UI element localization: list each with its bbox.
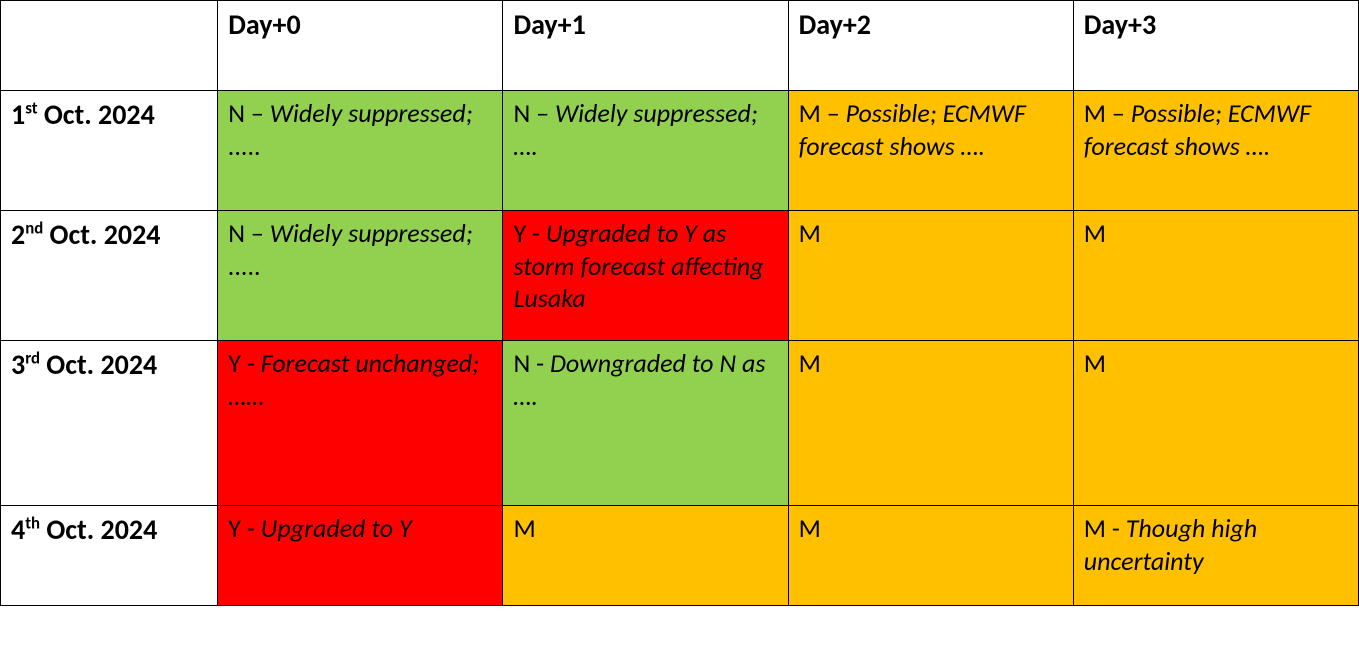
forecast-cell: M - Though high uncertainty [1073,506,1358,606]
cell-lead: M [1084,347,1106,379]
header-day0: Day+0 [218,1,503,91]
forecast-cell: M [1073,341,1358,506]
forecast-cell: Y - Forecast unchanged; …… [218,341,503,506]
header-day2: Day+2 [788,1,1073,91]
header-blank [1,1,218,91]
forecast-cell: M [788,211,1073,341]
cell-lead: Y - [228,512,260,544]
header-day1: Day+1 [503,1,788,91]
forecast-cell: N – Widely suppressed; ..... [218,211,503,341]
row-date-label: 1st Oct. 2024 [1,91,218,211]
row-date-label: 2nd Oct. 2024 [1,211,218,341]
table-row: 1st Oct. 2024N – Widely suppressed; ....… [1,91,1359,211]
cell-lead: M [513,512,535,544]
cell-lead: N - [513,347,550,379]
cell-lead: Y - [228,347,260,379]
cell-desc: Upgraded to Y as storm forecast affectin… [513,217,763,314]
table-body: 1st Oct. 2024N – Widely suppressed; ....… [1,91,1359,606]
cell-lead: M – [799,97,846,129]
cell-desc: Upgraded to Y [261,512,412,544]
forecast-table: Day+0 Day+1 Day+2 Day+3 1st Oct. 2024N –… [0,0,1359,606]
forecast-cell: Y - Upgraded to Y as storm forecast affe… [503,211,788,341]
row-date-label: 3rd Oct. 2024 [1,341,218,506]
cell-desc: Forecast unchanged; …… [228,347,479,412]
table-row: 3rd Oct. 2024Y - Forecast unchanged; ……N… [1,341,1359,506]
forecast-cell: N - Downgraded to N as …. [503,341,788,506]
forecast-table-container: Day+0 Day+1 Day+2 Day+3 1st Oct. 2024N –… [0,0,1359,606]
forecast-cell: N – Widely suppressed; ..... [218,91,503,211]
table-row: 4th Oct. 2024Y - Upgraded to YMMM - Thou… [1,506,1359,606]
forecast-cell: M – Possible; ECMWF forecast shows …. [788,91,1073,211]
forecast-cell: N – Widely suppressed; …. [503,91,788,211]
forecast-cell: M [788,506,1073,606]
cell-lead: M [1084,217,1106,249]
forecast-cell: Y - Upgraded to Y [218,506,503,606]
cell-lead: M - [1084,512,1126,544]
forecast-cell: M [503,506,788,606]
cell-desc: Downgraded to N as …. [513,347,765,412]
cell-lead: N – [513,97,555,129]
cell-lead: N – [228,217,270,249]
forecast-cell: M [1073,211,1358,341]
cell-lead: M [799,217,821,249]
cell-lead: N – [228,97,270,129]
table-head: Day+0 Day+1 Day+2 Day+3 [1,1,1359,91]
cell-lead: M – [1084,97,1131,129]
row-date-label: 4th Oct. 2024 [1,506,218,606]
cell-lead: M [799,512,821,544]
header-day3: Day+3 [1073,1,1358,91]
cell-lead: Y - [513,217,545,249]
forecast-cell: M [788,341,1073,506]
table-row: 2nd Oct. 2024N – Widely suppressed; ....… [1,211,1359,341]
cell-lead: M [799,347,821,379]
header-row: Day+0 Day+1 Day+2 Day+3 [1,1,1359,91]
forecast-cell: M – Possible; ECMWF forecast shows …. [1073,91,1358,211]
